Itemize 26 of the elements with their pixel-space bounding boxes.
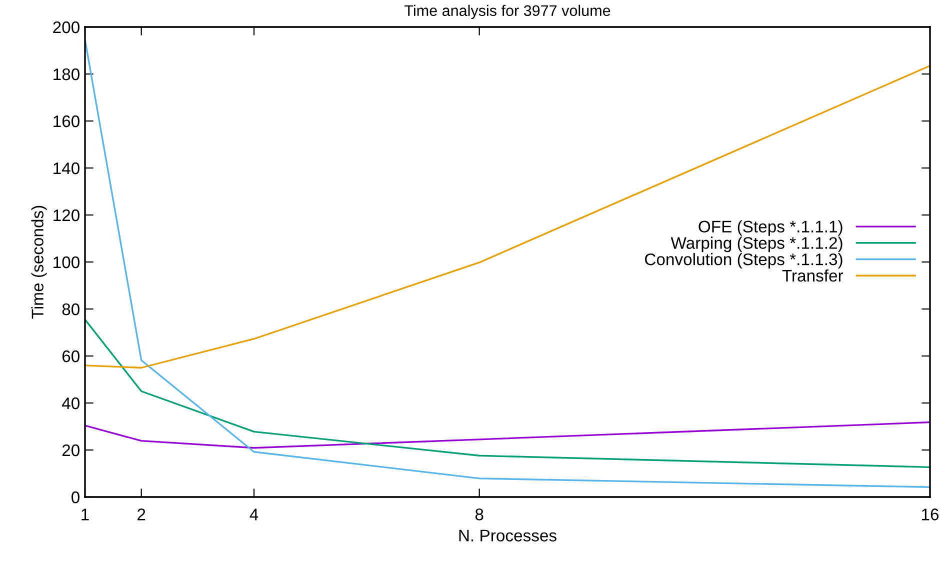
y-tick-label: 80 — [62, 303, 80, 316]
x-tick-label: 8 — [475, 508, 484, 520]
y-axis-title: Time (seconds) — [31, 206, 47, 319]
x-tick-label: 4 — [250, 508, 258, 520]
y-tick-label: 200 — [53, 21, 80, 34]
x-tick-label: 2 — [138, 508, 146, 520]
chart-title: Time analysis for 3977 volume — [404, 4, 610, 20]
x-tick-label: 1 — [82, 508, 89, 520]
legend-label: Transfer — [782, 269, 844, 282]
line-series — [85, 421, 930, 449]
y-tick-label: 20 — [62, 444, 80, 456]
y-tick-label: 40 — [62, 397, 80, 410]
line-series — [85, 318, 930, 468]
legend-label: Convolution (Steps *.1.1.3) — [645, 253, 842, 269]
y-tick-label: 140 — [54, 162, 80, 174]
y-tick-label: 0 — [72, 491, 80, 504]
line-series — [85, 64, 930, 369]
legend-label: OFE (Steps *.1.1.1) — [698, 220, 842, 236]
y-tick-label: 120 — [54, 209, 80, 222]
y-tick-label: 100 — [54, 256, 80, 268]
y-tick-label: 180 — [54, 68, 80, 80]
y-tick-label: 160 — [54, 115, 80, 128]
x-axis-title: N. Processes — [459, 530, 556, 542]
legend-label: Warping (Steps *.1.1.2) — [670, 236, 842, 252]
x-tick-label: 16 — [922, 508, 939, 520]
y-tick-label: 60 — [62, 350, 80, 362]
